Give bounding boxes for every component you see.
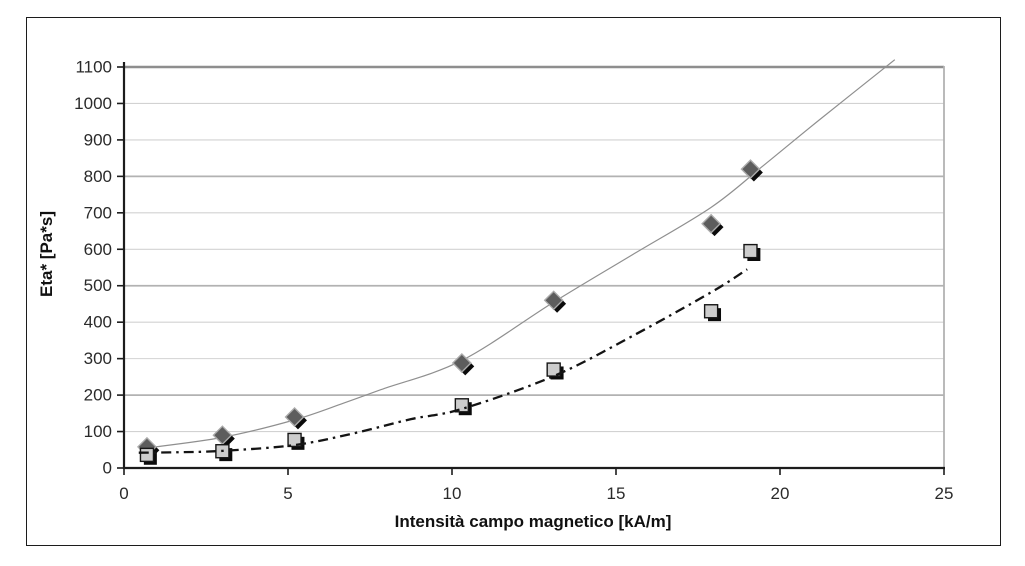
y-tick-label: 600 — [84, 240, 112, 259]
data-point-diamond — [701, 213, 722, 234]
y-tick-label: 0 — [103, 459, 112, 478]
y-tick-label: 100 — [84, 422, 112, 441]
data-point-square — [139, 447, 155, 463]
x-tick-label: 15 — [607, 484, 626, 503]
y-tick-label: 700 — [84, 203, 112, 222]
data-point-diamond — [740, 159, 761, 180]
x-tick-label: 10 — [443, 484, 462, 503]
chart-figure: 0 100 200 300 400 500 600 700 800 900 1000 1100 0 5 10… — [26, 17, 1001, 546]
chart-canvas: 0 100 200 300 400 500 600 700 800 900 1000 1100 0 5 10… — [74, 58, 954, 504]
y-tick-label: 900 — [84, 130, 112, 149]
y-tick-label: 400 — [84, 313, 112, 332]
data-point-square — [287, 432, 302, 448]
x-tick-label: 0 — [119, 484, 128, 503]
y-tick-label: 1100 — [75, 58, 112, 77]
data-point-diamond — [543, 290, 564, 311]
x-tick-label: 5 — [283, 484, 292, 503]
y-tick-label: 300 — [84, 349, 112, 368]
data-point-square — [743, 243, 758, 259]
y-tick-label: 500 — [84, 276, 112, 295]
data-point-square — [703, 304, 719, 319]
data-point-diamond — [284, 406, 305, 427]
y-tick-label: 800 — [84, 167, 112, 186]
y-tick-label: 1000 — [74, 94, 112, 113]
x-axis-title: Intensità campo magnetico [kA/m] — [394, 512, 672, 531]
y-axis-title: Eta* [Pa*s] — [37, 211, 56, 297]
data-point-square — [546, 362, 561, 377]
y-tick-label: 200 — [84, 386, 112, 405]
trendline-eta-squares — [138, 268, 748, 454]
x-tick-label: 20 — [771, 484, 790, 503]
x-tick-label: 25 — [935, 484, 954, 503]
data-point-diamond — [451, 353, 472, 374]
